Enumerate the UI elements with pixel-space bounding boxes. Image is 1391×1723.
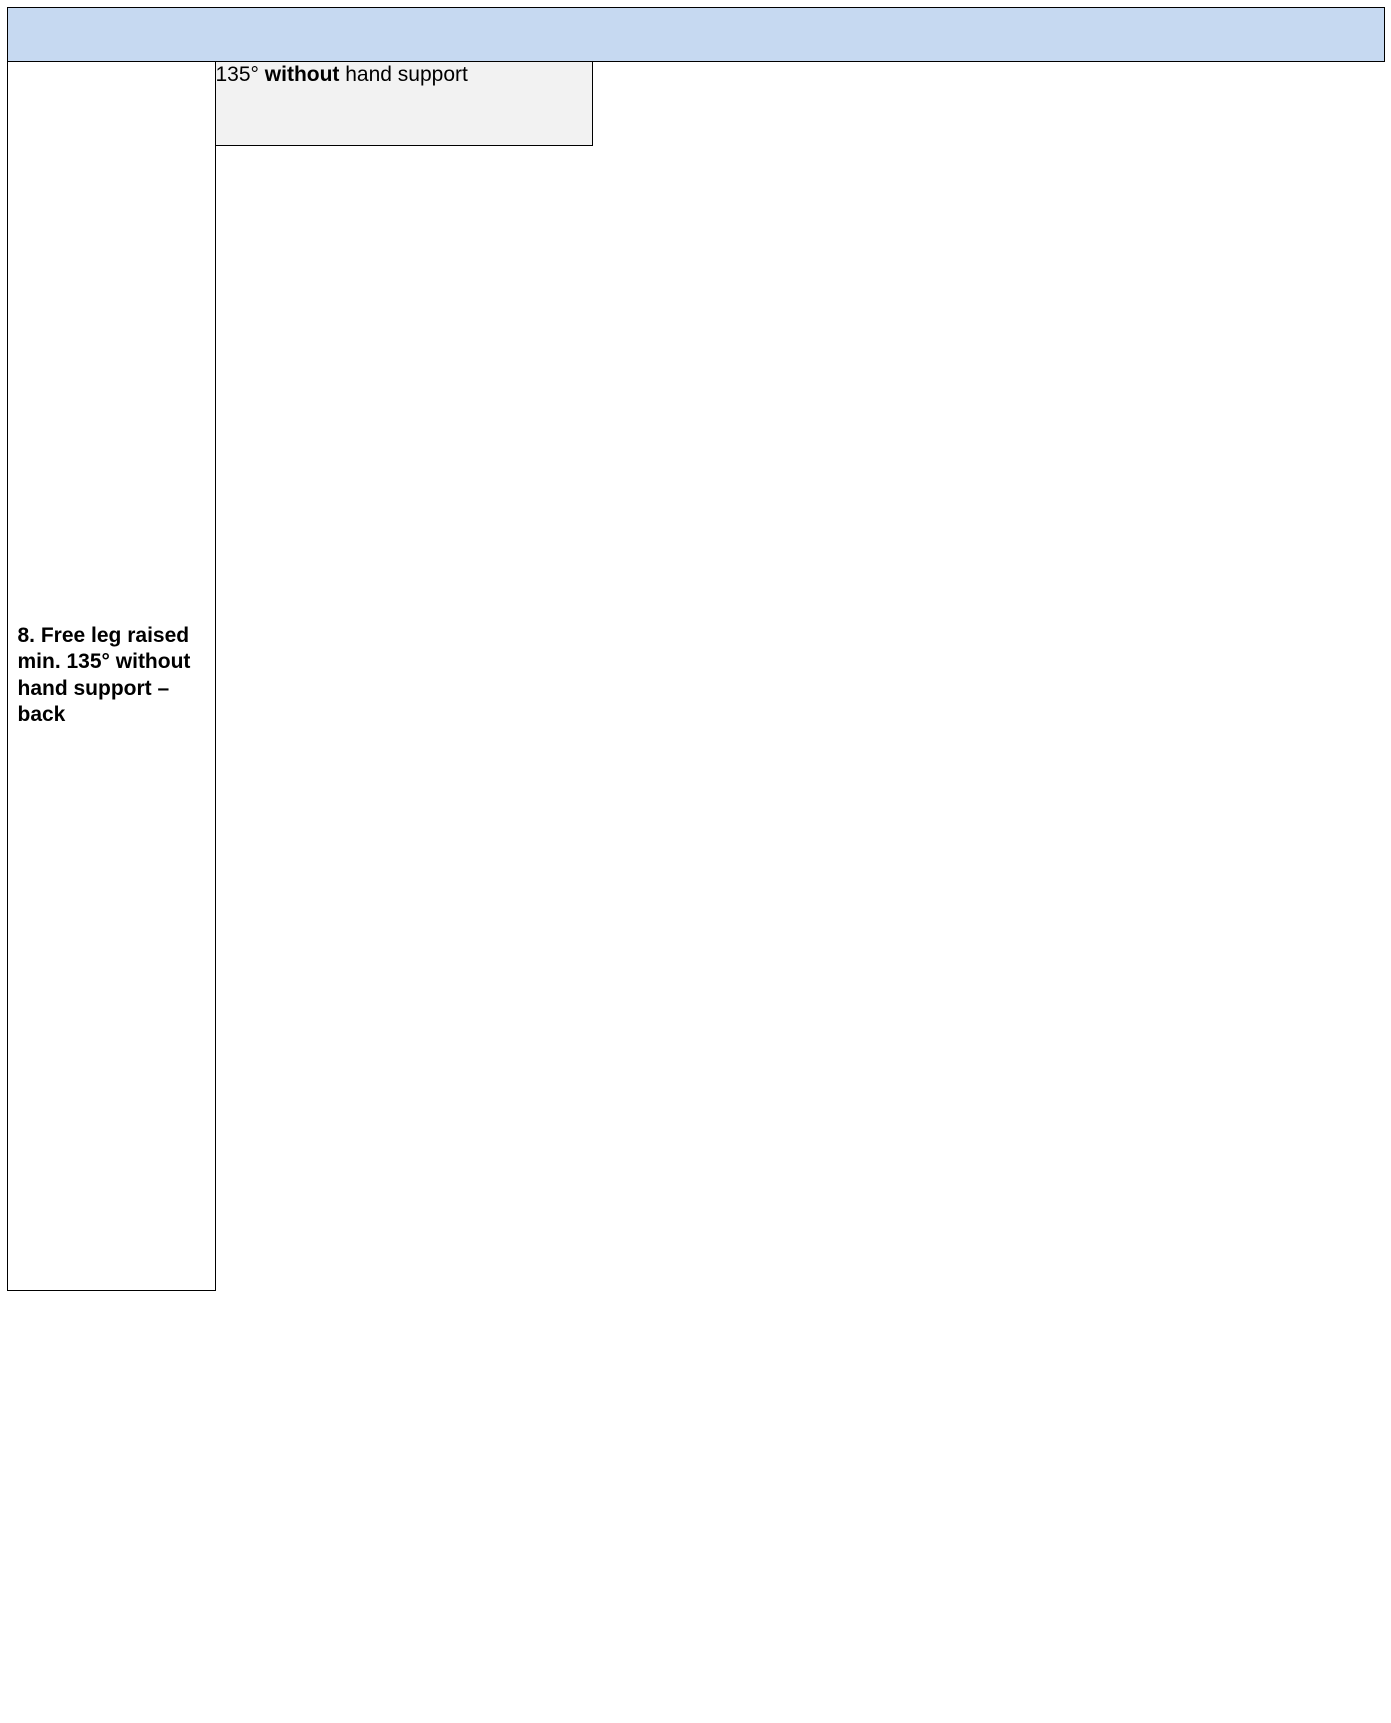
text: 135° [215,62,265,86]
empty-cell: 135° without hand support [214,60,593,146]
bold-text: without [264,62,340,86]
text: hand support [339,62,468,86]
element-label: 8. Free leg raised min. 135° without han… [6,60,216,1291]
cell-text: 135° without hand support [216,62,592,88]
section-band [6,6,1385,62]
